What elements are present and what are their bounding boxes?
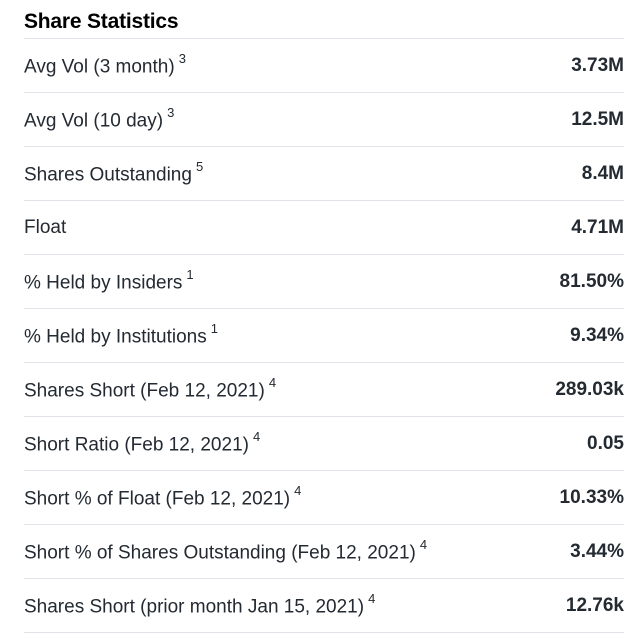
table-row-short-percent-of-float: Short % of Float (Feb 12, 2021) 4 10.33%	[24, 471, 624, 525]
table-row-avg-vol-3-month: Avg Vol (3 month) 3 3.73M	[24, 39, 624, 93]
section-title: Share Statistics	[24, 10, 179, 33]
row-label-text: Shares Outstanding	[24, 164, 192, 186]
table-row-float: Float 4.71M	[24, 201, 624, 255]
row-value: 0.05	[587, 432, 624, 454]
row-value: 9.34%	[570, 324, 624, 346]
footnote-marker: 1	[186, 266, 194, 282]
row-value: 10.33%	[559, 486, 624, 508]
row-label: Short % of Float (Feb 12, 2021) 4	[24, 482, 302, 510]
row-label-text: Shares Short (prior month Jan 15, 2021)	[24, 596, 365, 618]
row-value: 3.73M	[571, 54, 624, 76]
row-label: Shares Short (prior month Jan 15, 2021) 4	[24, 590, 376, 618]
row-label: % Held by Institutions 1	[24, 320, 218, 348]
row-label: Avg Vol (3 month) 3	[24, 50, 186, 78]
table-row-short-ratio: Short Ratio (Feb 12, 2021) 4 0.05	[24, 417, 624, 471]
row-label-text: Short Ratio (Feb 12, 2021)	[24, 434, 249, 456]
row-value: 12.76k	[565, 594, 624, 616]
row-value: 8.4M	[581, 162, 624, 184]
row-label: Short % of Shares Outstanding (Feb 12, 2…	[24, 536, 428, 564]
footnote-marker: 4	[268, 374, 277, 390]
footnote-marker: 4	[368, 590, 376, 606]
footnote-marker: 4	[252, 428, 261, 444]
share-statistics-section: Share Statistics Avg Vol (3 month) 3 3.73…	[24, 6, 624, 633]
footnote-marker: 4	[294, 482, 302, 498]
row-label: Avg Vol (10 day) 3	[24, 104, 175, 132]
row-value: 4.71M	[571, 216, 624, 238]
row-label-text: Avg Vol (10 day)	[24, 110, 164, 132]
footnote-marker: 3	[167, 104, 175, 120]
footnote-marker: 5	[195, 158, 204, 174]
row-label: Shares Short (Feb 12, 2021) 4	[24, 374, 277, 402]
row-label-text: Short % of Shares Outstanding (Feb 12, 2…	[24, 542, 416, 564]
table-row-held-by-insiders: % Held by Insiders 1 81.50%	[24, 255, 624, 309]
row-value: 289.03k	[555, 378, 624, 400]
row-label: Short Ratio (Feb 12, 2021) 4	[24, 428, 261, 456]
table-row-shares-short-prior-month: Shares Short (prior month Jan 15, 2021) 4…	[24, 579, 624, 633]
table-row-shares-outstanding: Shares Outstanding 5 8.4M	[24, 147, 624, 201]
table-row-held-by-institutions: % Held by Institutions 1 9.34%	[24, 309, 624, 363]
row-value: 81.50%	[559, 270, 624, 292]
row-label: Shares Outstanding 5	[24, 158, 204, 186]
table-row-shares-short: Shares Short (Feb 12, 2021) 4 289.03k	[24, 363, 624, 417]
table-row-short-percent-of-shares-outstanding: Short % of Shares Outstanding (Feb 12, 2…	[24, 525, 624, 579]
row-label-text: % Held by Institutions	[24, 326, 207, 348]
footnote-marker: 1	[210, 320, 218, 336]
row-value: 3.44%	[570, 540, 624, 562]
row-label-text: Shares Short (Feb 12, 2021)	[24, 380, 265, 402]
row-label: Float	[24, 217, 66, 239]
row-label: % Held by Insiders 1	[24, 266, 194, 294]
row-label-text: Float	[24, 216, 67, 238]
statistics-table: Avg Vol (3 month) 3 3.73M Avg Vol (10 day…	[24, 38, 624, 633]
row-value: 12.5M	[571, 108, 624, 130]
row-label-text: Short % of Float (Feb 12, 2021)	[24, 488, 291, 510]
row-label-text: % Held by Insiders	[24, 272, 183, 294]
table-row-avg-vol-10-day: Avg Vol (10 day) 3 12.5M	[24, 93, 624, 147]
row-label-text: Avg Vol (3 month)	[24, 56, 175, 78]
footnote-marker: 4	[419, 536, 428, 552]
footnote-marker: 3	[178, 50, 186, 66]
